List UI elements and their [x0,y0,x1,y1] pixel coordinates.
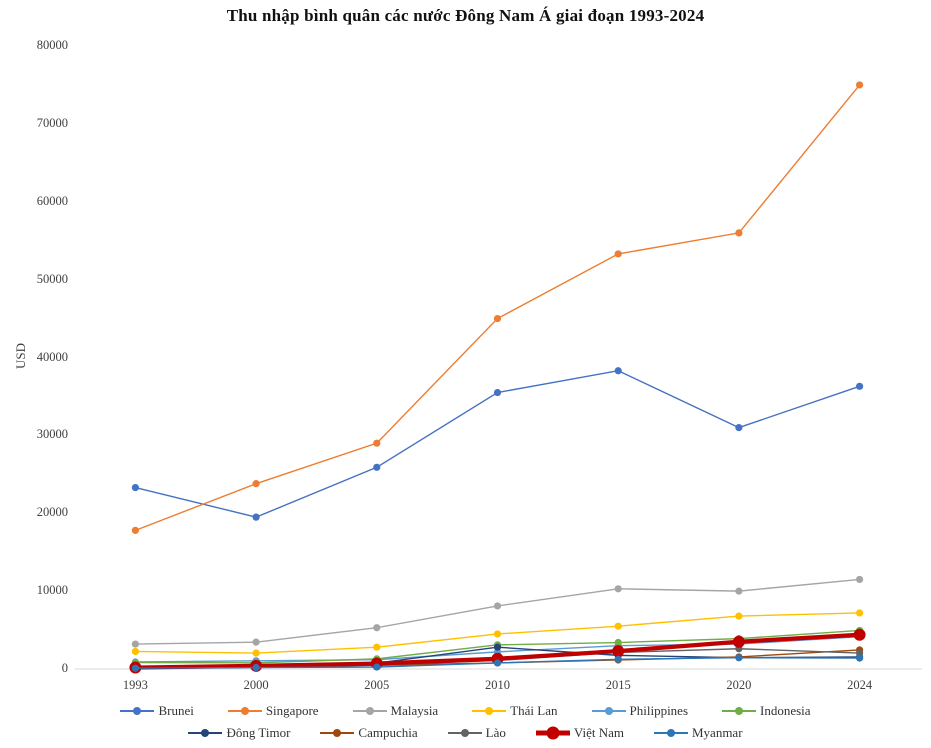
series-marker-10 [493,659,502,667]
legend-label: Singapore [265,703,319,718]
legend-label: Brunei [158,703,194,718]
series-marker-1 [493,314,502,323]
series-line-1 [135,84,861,532]
series-marker-0 [252,513,260,521]
series-marker-3 [252,649,260,657]
legend-marker-icon [722,705,757,717]
series-marker-3 [735,612,743,620]
series-marker-2 [252,638,260,646]
series-marker-3 [373,643,381,651]
legend-marker-icon [227,705,262,717]
series-marker-3 [131,647,139,656]
legend-marker-icon [120,705,155,717]
series-marker-3 [614,622,622,630]
y-tick-label: 10000 [36,583,68,598]
x-tick-label: 2000 [243,678,269,692]
y-tick-label: 40000 [36,349,68,364]
series-marker-3 [856,609,864,617]
legend-marker-icon [535,726,570,740]
y-tick-label: 30000 [36,427,68,442]
series-marker-2 [735,587,743,595]
series-marker-10 [252,663,260,672]
series-marker-0 [131,483,139,492]
legend-item-indonesia: Indonesia [722,703,811,719]
y-tick-label: 50000 [36,271,68,286]
legend-item-singapore: Singapore [227,703,319,719]
legend-label: Malaysia [390,703,439,718]
series-marker-8 [856,649,864,657]
series-marker-1 [252,480,260,488]
legend-item-brunei: Brunei [120,703,194,719]
series-marker-2 [373,624,381,632]
y-tick-label: 60000 [36,193,68,208]
y-tick-label: 0 [61,661,68,675]
series-marker-2 [614,585,622,593]
legend-item-lào: Lào [447,725,506,741]
legend-marker-icon [447,727,482,739]
series-marker-1 [856,81,864,89]
legend-item-myanmar: Myanmar [653,725,743,741]
series-marker-10 [735,654,743,662]
legend-label: Thái Lan [510,703,558,718]
legend-marker-icon [653,727,688,739]
legend-label: Lào [485,725,506,740]
series-marker-0 [856,382,864,390]
x-tick-label: 2005 [364,678,390,692]
legend-row-2: Đông Timor Campuchia Lào Việt Nam Myanmar [0,725,931,741]
legend-item-đông-timor: Đông Timor [188,725,290,741]
legend-label: Việt Nam [573,725,624,740]
series-marker-0 [614,367,622,375]
series-marker-1 [373,439,381,447]
series-marker-10 [373,663,381,671]
series-marker-1 [131,526,139,534]
series-marker-9 [612,645,625,658]
legend-marker-icon [352,705,387,717]
x-tick-label: 2024 [847,678,873,692]
series-marker-10 [614,655,622,663]
y-tick-label: 70000 [36,115,68,130]
x-tick-label: 2015 [605,678,631,692]
chart-title: Thu nhập bình quân các nước Đông Nam Á g… [226,6,705,25]
series-marker-10 [856,654,864,662]
series-marker-0 [735,423,743,432]
series-marker-2 [856,575,864,584]
x-tick-label: 1993 [122,678,148,692]
legend-label: Myanmar [691,725,743,740]
series-marker-3 [493,630,502,638]
legend-label: Philippines [629,703,689,718]
x-tick-label: 2020 [726,678,752,692]
series-marker-5 [614,638,622,647]
legend-label: Đông Timor [226,725,291,740]
series-marker-10 [131,664,139,672]
legend-item-việt-nam: Việt Nam [535,725,624,741]
legend-marker-icon [320,727,355,739]
series-marker-2 [493,602,502,610]
y-tick-label: 20000 [36,505,68,520]
series-marker-2 [131,640,139,648]
y-tick-label: 80000 [36,38,68,52]
series-marker-0 [373,463,381,471]
series-marker-1 [735,229,743,237]
legend-row-1: Brunei Singapore Malaysia Thái Lan Philippin… [0,703,931,719]
series-marker-9 [732,635,745,648]
legend-marker-icon [472,705,507,717]
series-marker-0 [493,388,502,397]
x-tick-label: 2010 [485,678,510,692]
legend-item-philippines: Philippines [591,703,689,719]
legend-item-malaysia: Malaysia [352,703,439,719]
series-marker-1 [614,250,622,258]
series-marker-6 [493,643,502,651]
legend-item-thái-lan: Thái Lan [472,703,558,719]
legend-label: Indonesia [760,703,811,718]
legend-marker-icon [591,705,626,717]
legend-label: Campuchia [358,725,418,740]
series-marker-9 [853,628,866,641]
legend-marker-icon [188,727,223,739]
legend-item-campuchia: Campuchia [320,725,418,741]
